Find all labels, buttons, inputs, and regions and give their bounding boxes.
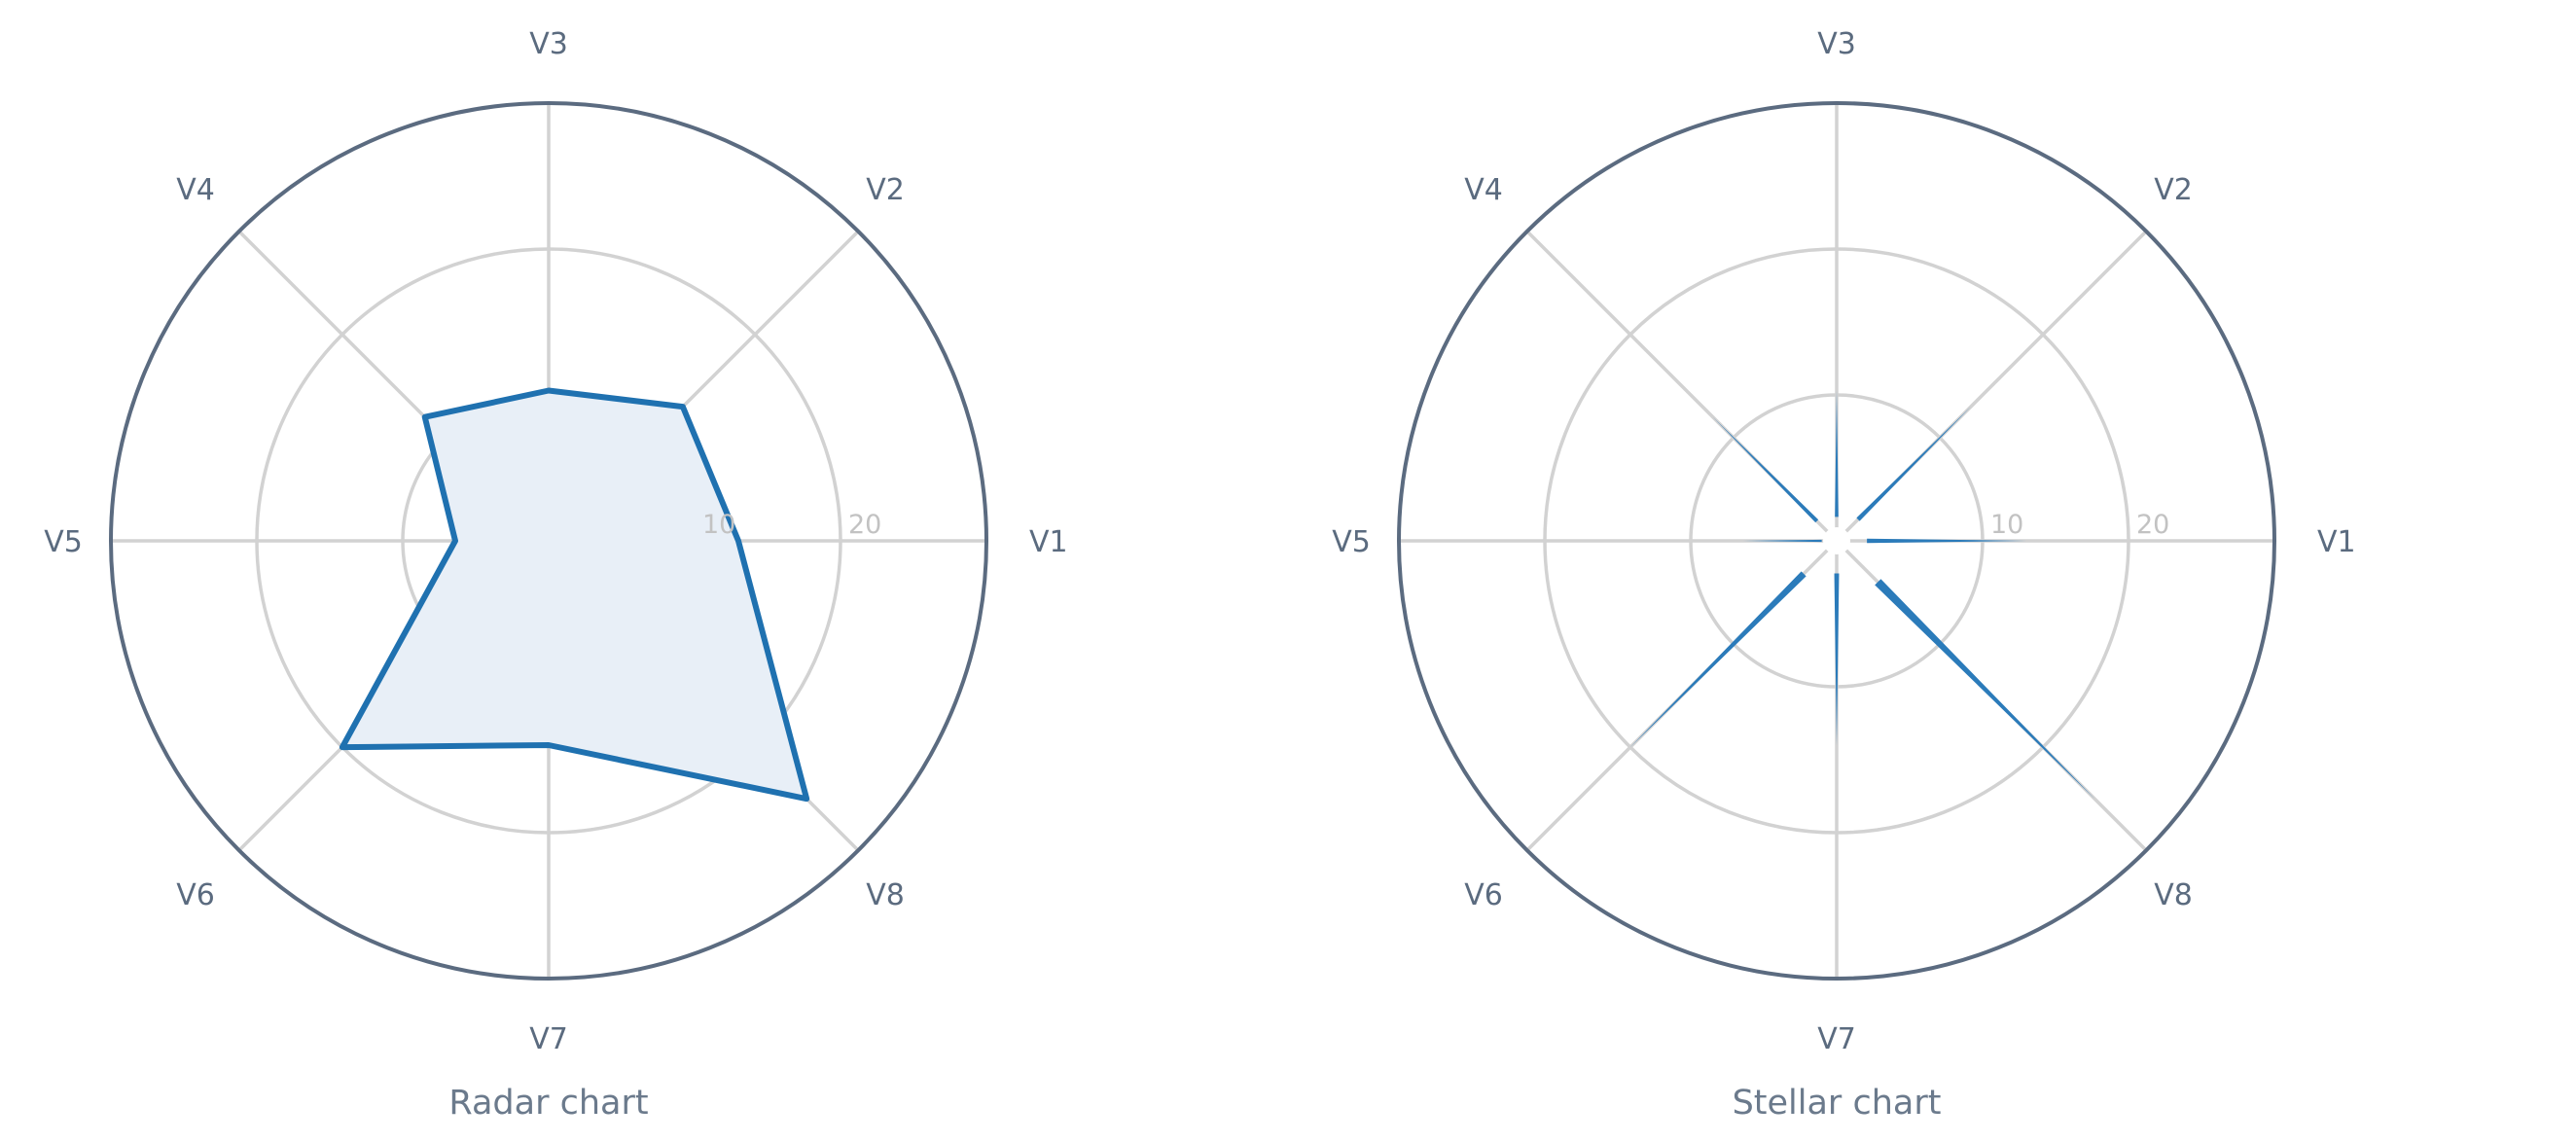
axis-label-v5: V5 (44, 525, 83, 559)
stellar-svg: 10 20 V1 V2 V3 V4 V5 V6 V7 V8 Stellar ch… (1332, 27, 2355, 1123)
stellar-chart-title: Stellar chart (1733, 1084, 1942, 1123)
outer-boundary-ring (109, 101, 988, 981)
axis-label-v3: V3 (529, 27, 568, 61)
radar-axis-labels: V1 V2 V3 V4 V5 V6 V7 V8 (44, 27, 1067, 1056)
stellar-axis-labels: V1 V2 V3 V4 V5 V6 V7 V8 (1332, 27, 2355, 1056)
axis-label-v7: V7 (529, 1022, 568, 1056)
axis-label-v7: V7 (1817, 1022, 1856, 1056)
axis-label-v6: V6 (1464, 878, 1503, 912)
axis-label-v3: V3 (1817, 27, 1856, 61)
radar-panel: 10 20 V1 V2 V3 V4 V5 V6 V7 V8 Radar char… (44, 27, 1067, 1123)
axis-label-v8: V8 (866, 878, 905, 912)
stellar-center-hole (1823, 527, 1850, 554)
radar-svg: 10 20 V1 V2 V3 V4 V5 V6 V7 V8 Radar char… (44, 27, 1067, 1123)
stellar-tick-labels: 10 20 (1990, 510, 2169, 540)
tick-label-10: 10 (1990, 510, 2023, 540)
tick-label-10: 10 (702, 510, 735, 540)
axis-label-v2: V2 (866, 173, 905, 207)
axis-label-v1: V1 (1029, 525, 1068, 559)
axis-label-v1: V1 (2317, 525, 2356, 559)
radar-chart-title: Radar chart (448, 1084, 648, 1123)
radar-tick-labels: 10 20 (702, 510, 881, 540)
axis-label-v8: V8 (2154, 878, 2193, 912)
tick-label-20: 20 (848, 510, 881, 540)
outer-boundary-ring (1397, 101, 2276, 981)
axis-label-v2: V2 (2154, 173, 2193, 207)
radar-series-polygon (339, 387, 810, 803)
stellar-panel: 10 20 V1 V2 V3 V4 V5 V6 V7 V8 Stellar ch… (1288, 0, 2576, 1142)
axis-label-v6: V6 (176, 878, 215, 912)
axis-label-v4: V4 (1464, 173, 1503, 207)
tick-label-20: 20 (2136, 510, 2169, 540)
axis-label-v5: V5 (1332, 525, 1371, 559)
axis-label-v4: V4 (176, 173, 215, 207)
